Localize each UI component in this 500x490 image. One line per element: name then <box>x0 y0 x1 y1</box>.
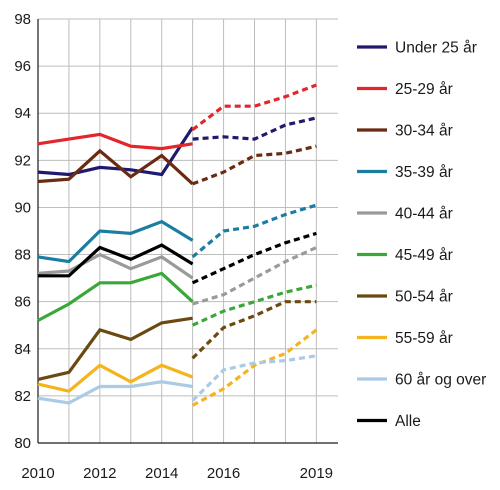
y-tick-label-92: 92 <box>14 152 31 169</box>
x-tick-label-2016: 2016 <box>207 465 240 482</box>
y-tick-label-88: 88 <box>14 247 31 264</box>
y-tick-labels: 80 82 84 86 88 90 92 94 96 98 <box>14 11 31 452</box>
y-tick-label-96: 96 <box>14 58 31 75</box>
series-line-45-49-ar-projected <box>191 283 317 327</box>
y-tick-label-82: 82 <box>14 388 31 405</box>
series-line-25-29-ar-actual <box>37 132 193 151</box>
series-line-30-34-ar-actual <box>37 148 194 186</box>
series-line-30-34-ar-projected <box>192 144 317 186</box>
x-tick-label-2010: 2010 <box>21 465 54 482</box>
series-line-50-54-ar-actual <box>37 316 193 381</box>
series-lines <box>37 83 318 407</box>
series-line-60-ar-og-over-projected <box>191 354 317 402</box>
series-line-alle-projected <box>191 231 317 285</box>
series-line-35-39-ar-projected <box>191 203 317 259</box>
legend-label-35-39-ar: 35-39 år <box>395 164 453 181</box>
y-tick-label-94: 94 <box>14 105 31 122</box>
series-line-55-59-ar-projected <box>191 328 318 407</box>
series-line-35-39-ar-actual <box>37 219 194 264</box>
y-tick-label-84: 84 <box>14 341 31 358</box>
series-line-40-44-ar-actual <box>37 252 194 280</box>
series-line-under-25-ar-actual <box>37 126 194 177</box>
legend-label-45-49-ar: 45-49 år <box>395 247 453 264</box>
series-line-alle-actual <box>38 243 194 278</box>
legend-label-under-25-ar: Under 25 år <box>395 40 477 57</box>
legend-label-50-54-ar: 50-54 år <box>395 289 453 306</box>
series-line-55-59-ar-actual <box>37 363 194 393</box>
series-line-50-54-ar-projected <box>191 300 317 360</box>
x-tick-label-2019: 2019 <box>300 465 333 482</box>
legend-label-60-ar-og-over: 60 år og over <box>395 372 486 389</box>
legend-label-alle: Alle <box>395 413 421 430</box>
series-line-25-29-ar-projected <box>191 83 317 131</box>
legend-label-55-59-ar: 55-59 år <box>395 330 453 347</box>
x-tick-label-2012: 2012 <box>83 465 116 482</box>
y-tick-label-90: 90 <box>14 199 31 216</box>
y-tick-label-98: 98 <box>14 11 31 28</box>
x-tick-label-2014: 2014 <box>145 465 178 482</box>
legend-label-40-44-ar: 40-44 år <box>395 206 453 223</box>
legend: Under 25 år 25-29 år 30-34 år 35-39 år 40-44… <box>357 40 486 430</box>
legend-label-30-34-ar: 30-34 år <box>395 123 453 140</box>
axes <box>37 19 338 444</box>
x-tick-labels: 2010 2012 2014 2016 2019 <box>21 465 333 482</box>
series-line-40-44-ar-projected <box>192 246 318 306</box>
series-line-45-49-ar-actual <box>37 271 194 322</box>
series-line-under-25-ar-projected <box>192 116 317 141</box>
y-tick-label-86: 86 <box>14 294 31 311</box>
series-line-60-ar-og-over-actual <box>37 380 193 405</box>
legend-label-25-29-ar: 25-29 år <box>395 81 453 98</box>
y-tick-label-80: 80 <box>14 435 31 452</box>
